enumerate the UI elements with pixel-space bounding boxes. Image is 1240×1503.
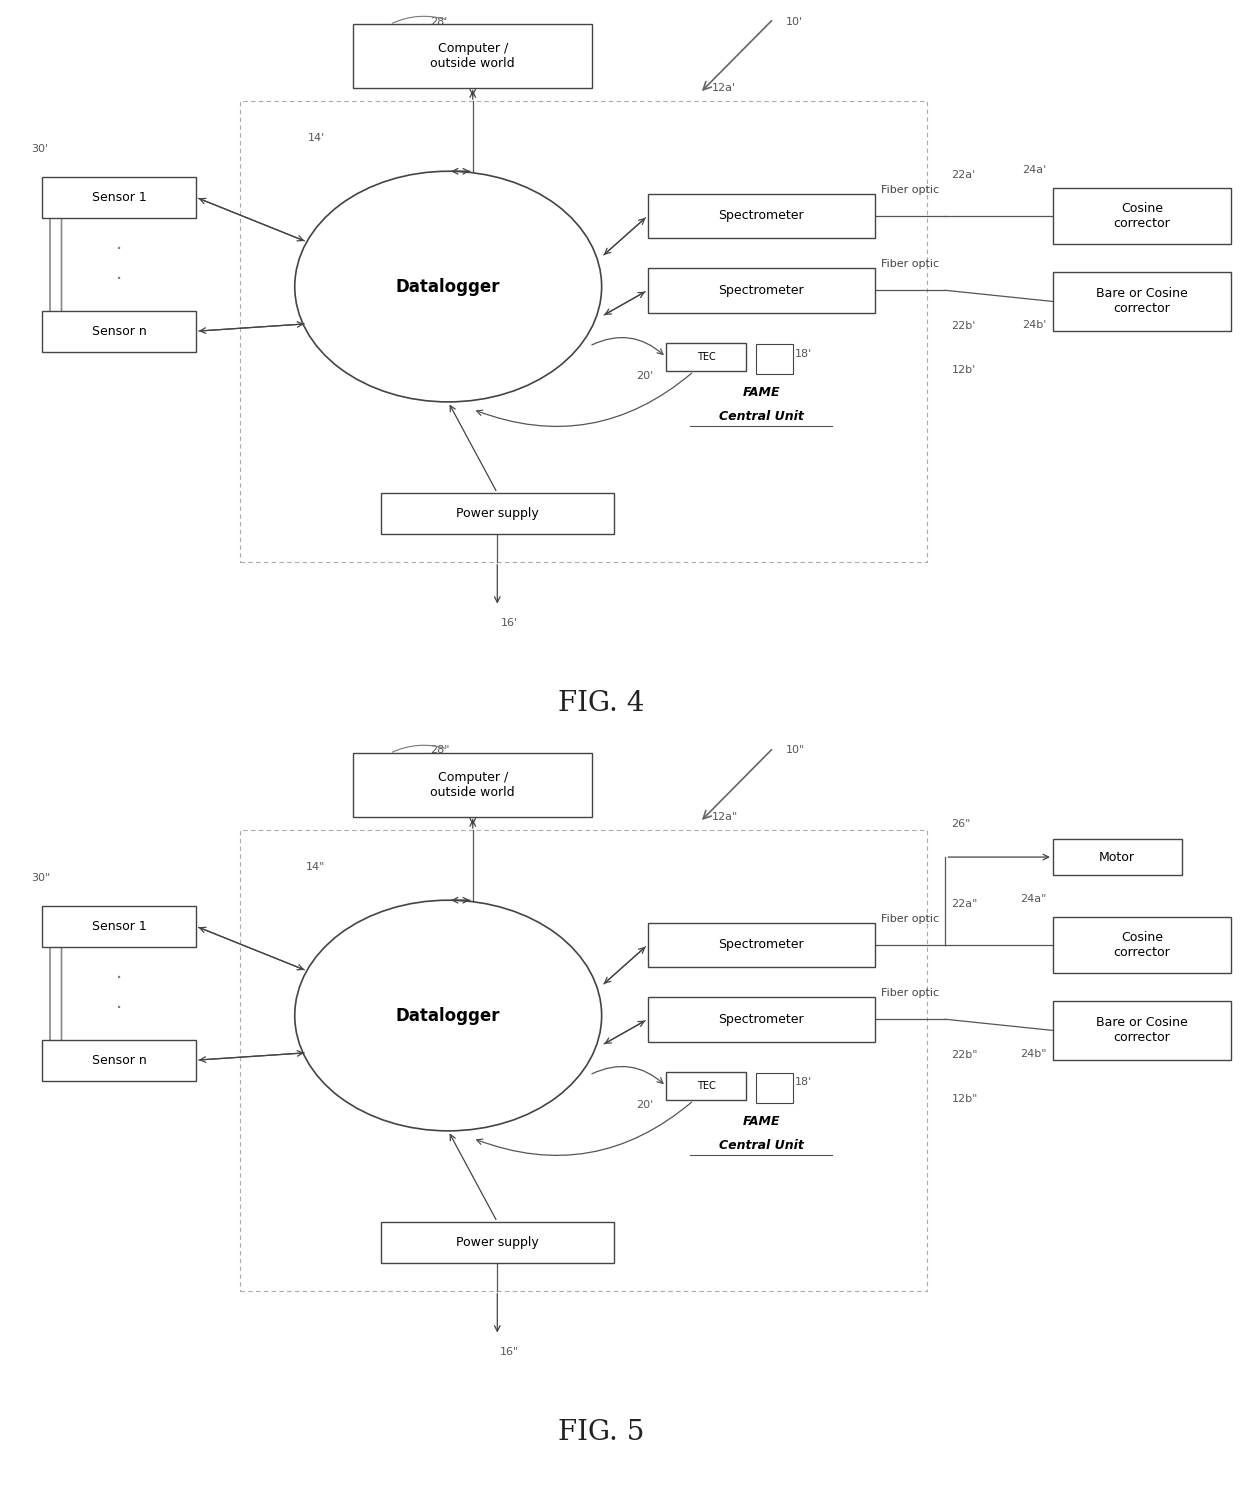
FancyBboxPatch shape: [647, 923, 874, 968]
Text: Sensor n: Sensor n: [92, 325, 146, 338]
Text: Cosine
corrector: Cosine corrector: [1114, 930, 1171, 959]
Text: Spectrometer: Spectrometer: [718, 1013, 804, 1025]
Text: 24a': 24a': [1023, 165, 1047, 174]
Text: 30": 30": [31, 873, 50, 882]
Text: Sensor 1: Sensor 1: [92, 191, 146, 204]
Text: Fiber optic: Fiber optic: [882, 989, 939, 998]
Text: Motor: Motor: [1099, 851, 1136, 864]
Bar: [755, 344, 792, 374]
Text: 12a": 12a": [712, 812, 738, 822]
Text: 28": 28": [430, 745, 449, 756]
Text: Bare or Cosine
corrector: Bare or Cosine corrector: [1096, 1016, 1188, 1045]
Text: Computer /
outside world: Computer / outside world: [430, 42, 515, 71]
FancyBboxPatch shape: [1053, 272, 1231, 331]
Text: FIG. 4: FIG. 4: [558, 690, 645, 717]
Text: Spectrometer: Spectrometer: [718, 209, 804, 222]
FancyBboxPatch shape: [353, 24, 593, 87]
Text: FAME: FAME: [743, 386, 780, 400]
FancyBboxPatch shape: [1053, 839, 1182, 875]
Text: 18': 18': [795, 1078, 812, 1088]
Text: 18': 18': [795, 349, 812, 359]
Text: 12a': 12a': [712, 83, 737, 93]
Text: 16": 16": [500, 1347, 520, 1357]
Text: Datalogger: Datalogger: [396, 1007, 501, 1025]
FancyBboxPatch shape: [42, 1040, 196, 1081]
Text: 22a': 22a': [951, 170, 976, 180]
Text: 22a": 22a": [951, 899, 978, 909]
FancyBboxPatch shape: [666, 343, 746, 371]
Text: 22b": 22b": [951, 1051, 978, 1060]
FancyBboxPatch shape: [647, 268, 874, 313]
Text: ·: ·: [117, 240, 123, 259]
Text: ·: ·: [117, 269, 123, 289]
FancyBboxPatch shape: [381, 493, 614, 534]
FancyBboxPatch shape: [1053, 188, 1231, 243]
Text: Sensor 1: Sensor 1: [92, 920, 146, 933]
Text: 22b': 22b': [951, 322, 976, 331]
Text: Computer /
outside world: Computer / outside world: [430, 771, 515, 800]
Text: TEC: TEC: [697, 1081, 715, 1091]
Text: 10': 10': [786, 17, 804, 27]
Text: Central Unit: Central Unit: [719, 1139, 804, 1153]
Text: 12b": 12b": [951, 1094, 978, 1103]
Text: ·: ·: [117, 969, 123, 987]
Text: 30': 30': [31, 144, 48, 153]
FancyBboxPatch shape: [42, 177, 196, 218]
Text: Spectrometer: Spectrometer: [718, 938, 804, 951]
FancyBboxPatch shape: [353, 753, 593, 816]
Text: 24a": 24a": [1021, 894, 1047, 903]
Text: 16': 16': [501, 618, 518, 628]
Text: Central Unit: Central Unit: [719, 410, 804, 424]
FancyBboxPatch shape: [647, 996, 874, 1042]
Text: Spectrometer: Spectrometer: [718, 284, 804, 296]
FancyBboxPatch shape: [666, 1072, 746, 1100]
Text: Power supply: Power supply: [456, 507, 538, 520]
Text: FAME: FAME: [743, 1115, 780, 1129]
Text: Fiber optic: Fiber optic: [882, 185, 939, 195]
Text: TEC: TEC: [697, 352, 715, 362]
Ellipse shape: [295, 171, 601, 401]
Ellipse shape: [295, 900, 601, 1130]
Text: FIG. 5: FIG. 5: [558, 1419, 645, 1446]
Text: 14": 14": [306, 861, 325, 872]
Text: Bare or Cosine
corrector: Bare or Cosine corrector: [1096, 287, 1188, 316]
Text: 14': 14': [309, 132, 325, 143]
FancyBboxPatch shape: [1053, 1001, 1231, 1060]
FancyBboxPatch shape: [42, 311, 196, 352]
Text: 26": 26": [951, 819, 971, 828]
Text: 28': 28': [430, 17, 448, 27]
Text: Cosine
corrector: Cosine corrector: [1114, 201, 1171, 230]
Bar: [755, 1073, 792, 1103]
Text: 24b': 24b': [1022, 320, 1047, 329]
Text: Datalogger: Datalogger: [396, 278, 501, 296]
Text: 12b': 12b': [951, 365, 976, 374]
FancyBboxPatch shape: [42, 906, 196, 947]
Text: Fiber optic: Fiber optic: [882, 914, 939, 924]
FancyBboxPatch shape: [1053, 917, 1231, 972]
Text: ·: ·: [117, 998, 123, 1018]
Text: 24b": 24b": [1021, 1049, 1047, 1058]
Text: 20': 20': [636, 371, 653, 380]
Text: 10": 10": [786, 745, 805, 756]
Text: Sensor n: Sensor n: [92, 1054, 146, 1067]
Text: Power supply: Power supply: [456, 1235, 538, 1249]
Text: 20': 20': [636, 1100, 653, 1109]
FancyBboxPatch shape: [381, 1222, 614, 1263]
FancyBboxPatch shape: [647, 194, 874, 237]
Text: Fiber optic: Fiber optic: [882, 260, 939, 269]
